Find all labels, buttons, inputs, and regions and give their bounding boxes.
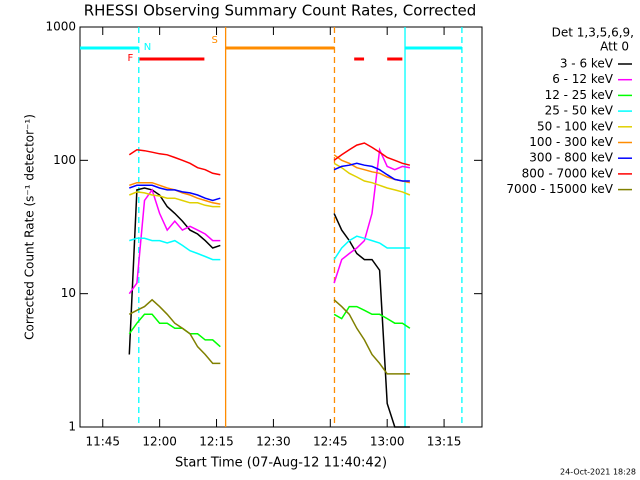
flag-label: F <box>128 53 134 64</box>
x-tick-label: 12:30 <box>256 435 291 449</box>
chart-title: RHESSI Observing Summary Count Rates, Co… <box>84 2 477 20</box>
x-tick-label: 13:00 <box>370 435 405 449</box>
legend-title: Det 1,3,5,6,9, <box>552 26 634 40</box>
series-line <box>333 142 411 166</box>
legend-label: 50 - 100 keV <box>537 119 614 133</box>
series-line <box>333 147 411 284</box>
series-line <box>333 305 411 329</box>
plot-frame <box>79 26 483 428</box>
footer: 24-Oct-2021 18:28 <box>560 468 636 477</box>
flag-label: S <box>211 35 217 46</box>
series-line <box>128 298 221 365</box>
legend-title: Att 0 <box>600 40 629 54</box>
legend-label: 800 - 7000 keV <box>522 166 614 180</box>
y-tick-label: 1 <box>68 420 76 434</box>
legend-label: 25 - 50 keV <box>545 104 614 118</box>
legend-label: 300 - 800 keV <box>529 151 613 165</box>
series-line <box>129 191 221 208</box>
y-tick-label: 10 <box>61 286 76 300</box>
legend-label: 12 - 25 keV <box>545 88 614 102</box>
x-tick-label: 12:15 <box>199 435 234 449</box>
legend-label: 100 - 300 keV <box>529 135 613 149</box>
x-tick-label: 13:15 <box>427 435 462 449</box>
series-line <box>128 313 221 348</box>
series-line <box>333 162 410 182</box>
x-tick-label: 12:00 <box>142 435 177 449</box>
flag-label: N <box>144 42 151 53</box>
y-tick-label: 1000 <box>45 20 76 34</box>
series-line <box>333 299 410 375</box>
x-tick-label: 12:45 <box>313 435 348 449</box>
series-line <box>333 213 410 428</box>
legend-label: 7000 - 15000 keV <box>506 182 613 196</box>
series-line <box>128 149 221 176</box>
series-line <box>129 237 221 261</box>
legend-label: 3 - 6 keV <box>560 57 614 71</box>
series-line <box>128 187 221 355</box>
x-tick-label: 11:45 <box>85 435 120 449</box>
x-axis-label: Start Time (07-Aug-12 11:40:42) <box>175 456 387 471</box>
series-line <box>128 188 221 295</box>
series-line <box>333 162 411 196</box>
legend-label: 6 - 12 keV <box>552 72 614 86</box>
series-line <box>333 235 410 261</box>
y-axis-label: Corrected Count Rate (s⁻¹ detector⁻¹) <box>23 114 37 340</box>
y-tick-label: 100 <box>53 153 76 167</box>
series-line <box>129 184 221 202</box>
